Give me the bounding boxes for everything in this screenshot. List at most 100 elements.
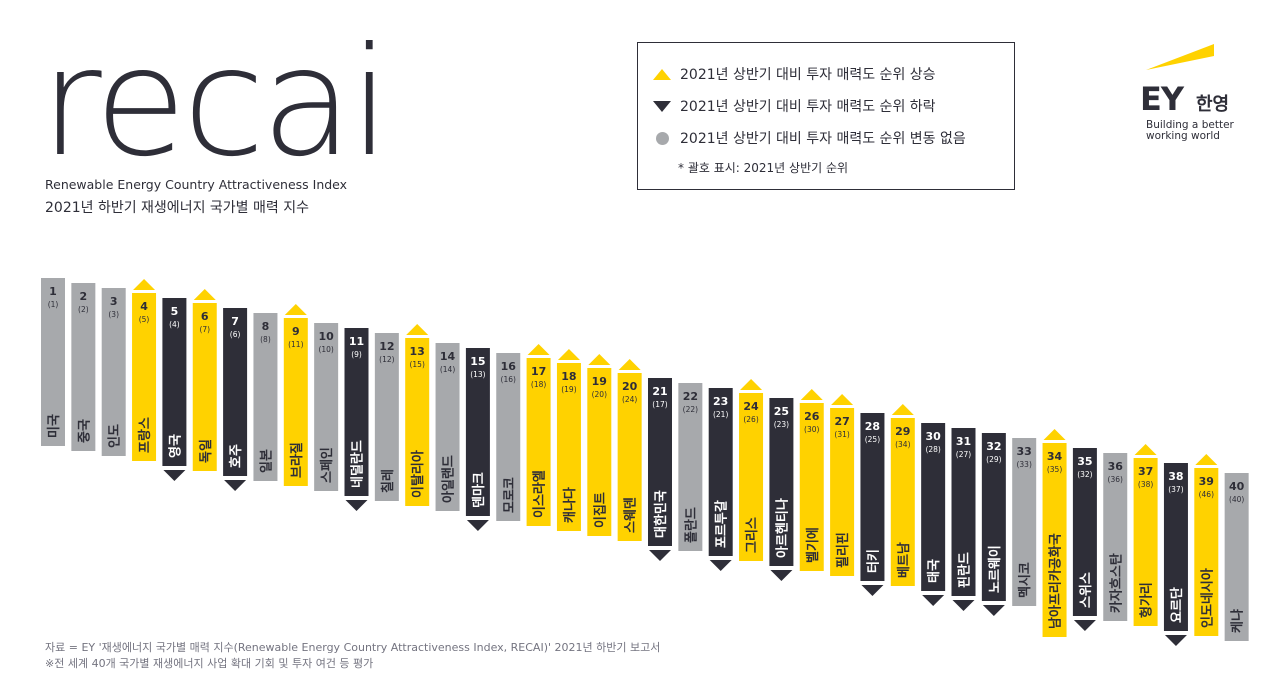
country-label-31: 핀란드 xyxy=(957,552,973,588)
country-label-24: 그리스 xyxy=(744,517,760,553)
country-label-10: 스페인 xyxy=(319,447,335,483)
bar-3 xyxy=(101,288,126,456)
bar-20 xyxy=(617,373,642,541)
prev-rank-label-18: (19) xyxy=(561,385,576,394)
legend-label-down: 2021년 상반기 대비 투자 매력도 순위 하락 xyxy=(680,99,936,115)
recai-logo: recai xyxy=(40,16,391,190)
legend-item-same: 2021년 상반기 대비 투자 매력도 순위 변동 없음 xyxy=(652,127,966,149)
down-arrow-icon-31 xyxy=(952,600,975,611)
bar-17 xyxy=(526,358,551,526)
prev-rank-label-20: (24) xyxy=(622,395,637,404)
rank-label-2: 2 xyxy=(80,290,88,303)
prev-rank-label-39: (46) xyxy=(1199,490,1214,499)
prev-rank-label-15: (13) xyxy=(470,370,485,379)
rank-label-21: 21 xyxy=(652,385,667,398)
prev-rank-label-23: (21) xyxy=(713,410,728,419)
up-arrow-icon-9 xyxy=(284,304,307,315)
country-label-28: 터키 xyxy=(865,549,881,573)
bar-29 xyxy=(890,418,915,586)
country-label-2: 중국 xyxy=(77,419,92,443)
prev-rank-label-32: (29) xyxy=(986,455,1001,464)
rank-label-16: 16 xyxy=(501,360,517,373)
circle-icon xyxy=(652,131,672,145)
country-label-14: 아일랜드 xyxy=(441,455,457,503)
prev-rank-label-9: (11) xyxy=(288,340,303,349)
rank-label-7: 7 xyxy=(231,315,239,328)
rank-label-37: 37 xyxy=(1138,465,1153,478)
prev-rank-label-10: (10) xyxy=(318,345,333,354)
country-label-16: 모로코 xyxy=(502,477,517,513)
prev-rank-label-5: (4) xyxy=(169,320,180,329)
country-label-25: 아르헨티나 xyxy=(774,498,790,558)
country-label-9: 브라질 xyxy=(289,442,305,478)
subtitle-english: Renewable Energy Country Attractiveness … xyxy=(45,177,348,192)
ey-tagline-line-1: Building a better xyxy=(1146,119,1234,131)
down-arrow-icon-32 xyxy=(982,605,1005,616)
prev-rank-label-40: (40) xyxy=(1229,495,1244,504)
prev-rank-label-7: (6) xyxy=(230,330,241,339)
down-arrow-icon-28 xyxy=(861,585,884,596)
up-arrow-icon-39 xyxy=(1195,454,1218,465)
country-label-22: 폴란드 xyxy=(684,507,699,543)
bar-16 xyxy=(496,353,521,521)
bar-9 xyxy=(283,318,308,486)
legend-item-down: 2021년 상반기 대비 투자 매력도 순위 하락 xyxy=(652,95,936,117)
bar-1 xyxy=(41,278,65,446)
legend-box: 2021년 상반기 대비 투자 매력도 순위 상승 2021년 상반기 대비 투… xyxy=(637,42,1015,190)
rank-label-38: 38 xyxy=(1168,470,1183,483)
prev-rank-label-3: (3) xyxy=(108,310,119,319)
up-arrow-icon-18 xyxy=(557,349,580,360)
legend-note: * 괄호 표시: 2021년 상반기 순위 xyxy=(678,161,849,175)
rank-label-28: 28 xyxy=(865,420,880,433)
prev-rank-label-22: (22) xyxy=(683,405,698,414)
footnote: ※전 세계 40개 국가별 재생에너지 사업 확대 기회 및 투자 여건 등 평… xyxy=(45,657,374,670)
country-label-12: 칠레 xyxy=(380,469,396,493)
rank-label-36: 36 xyxy=(1108,460,1124,473)
ey-tagline: Building a better working world xyxy=(1146,120,1266,142)
rank-label-22: 22 xyxy=(683,390,698,403)
rank-label-8: 8 xyxy=(262,320,270,333)
prev-rank-label-37: (38) xyxy=(1138,480,1153,489)
bar-35 xyxy=(1072,448,1097,616)
bar-36 xyxy=(1103,453,1128,621)
rank-label-30: 30 xyxy=(925,430,941,443)
rank-label-26: 26 xyxy=(804,410,820,423)
bar-26 xyxy=(799,403,824,571)
up-arrow-icon-20 xyxy=(618,359,641,370)
bar-23 xyxy=(708,388,733,556)
country-label-26: 벨기에 xyxy=(805,527,821,563)
prev-rank-label-14: (14) xyxy=(440,365,455,374)
ey-mark: EY xyxy=(1140,80,1184,118)
rank-label-24: 24 xyxy=(743,400,759,413)
up-arrow-icon-17 xyxy=(527,344,550,355)
triangle-up-icon xyxy=(652,67,672,81)
country-label-23: 포르투갈 xyxy=(715,500,730,548)
country-label-35: 스위스 xyxy=(1079,572,1094,608)
rank-label-34: 34 xyxy=(1047,450,1063,463)
bar-32 xyxy=(981,433,1006,601)
country-label-8: 일본 xyxy=(259,449,274,473)
prev-rank-label-6: (7) xyxy=(199,325,210,334)
country-label-17: 이스라엘 xyxy=(532,470,548,518)
legend-label-up: 2021년 상반기 대비 투자 매력도 순위 상승 xyxy=(680,67,936,83)
rank-label-27: 27 xyxy=(834,415,849,428)
country-label-36: 카자흐스탄 xyxy=(1108,553,1124,613)
prev-rank-label-16: (16) xyxy=(501,375,516,384)
bar-33 xyxy=(1012,438,1037,606)
bar-28 xyxy=(860,413,885,581)
bar-10 xyxy=(314,323,339,491)
country-label-7: 호주 xyxy=(229,444,244,468)
up-arrow-icon-26 xyxy=(800,389,823,400)
country-label-27: 필리핀 xyxy=(835,532,851,568)
up-arrow-icon-6 xyxy=(193,289,216,300)
rank-label-3: 3 xyxy=(110,295,118,308)
bar-2 xyxy=(71,283,96,451)
bar-34 xyxy=(1042,443,1067,637)
country-label-20: 스웨덴 xyxy=(623,497,639,533)
rank-label-14: 14 xyxy=(440,350,456,363)
rank-label-1: 1 xyxy=(49,285,57,298)
ey-logo: EY 한영 Building a better working world xyxy=(1140,40,1260,150)
rank-label-35: 35 xyxy=(1077,455,1092,468)
rank-label-20: 20 xyxy=(622,380,638,393)
rank-label-31: 31 xyxy=(956,435,971,448)
